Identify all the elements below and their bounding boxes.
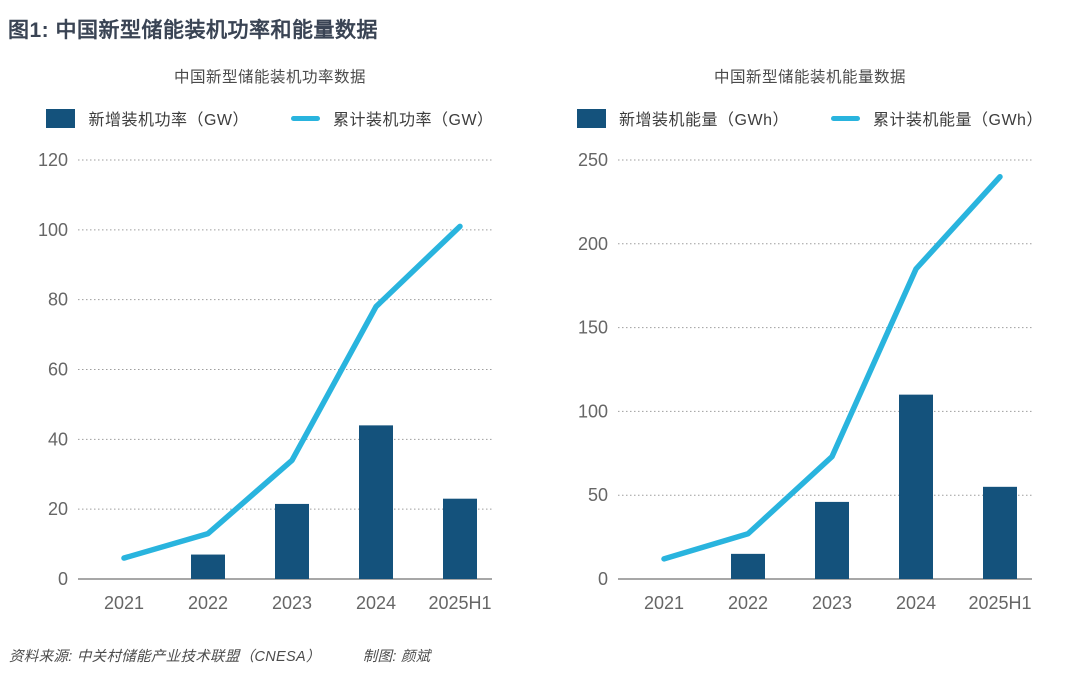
credit-text: 制图: 颜斌	[362, 649, 431, 665]
svg-text:2023: 2023	[272, 593, 312, 613]
power-chart-plot: 0 20 40 60 80 100 120 2021 2022 2023 2024 2025H1	[0, 135, 540, 625]
line-swatch-icon	[291, 115, 320, 121]
svg-text:2025H1: 2025H1	[428, 593, 491, 613]
page-title: 图1: 中国新型储能装机功率和能量数据	[8, 19, 379, 42]
line-swatch-icon	[831, 115, 860, 121]
power-chart-title: 中国新型储能装机功率数据	[173, 69, 366, 86]
energy-chart-plot: 0 50 100 150 200 250 2021 2022 2023 2024 2025H1	[540, 135, 1080, 625]
power-chart-svg: 0 20 40 60 80 100 120 2021 2022 2023 2024 2025H1	[38, 150, 492, 613]
svg-text:2023: 2023	[812, 593, 852, 613]
legend-label: 累计装机能量（GWh）	[873, 112, 1043, 129]
svg-text:200: 200	[578, 234, 608, 254]
svg-text:2024: 2024	[896, 593, 936, 613]
svg-text:150: 150	[578, 318, 608, 338]
svg-text:0: 0	[58, 569, 68, 589]
svg-text:40: 40	[48, 429, 68, 449]
svg-text:2022: 2022	[188, 593, 228, 613]
svg-text:80: 80	[48, 290, 68, 310]
source-text: 资料来源: 中关村储能产业技术联盟（CNESA）	[9, 649, 321, 665]
svg-text:20: 20	[48, 499, 68, 519]
svg-text:50: 50	[588, 485, 608, 505]
svg-text:60: 60	[48, 360, 68, 380]
power-chart-panel: 中国新型储能装机功率数据 新增装机功率（GW） 累计装机功率（GW） 0 20 40…	[0, 55, 540, 625]
energy-chart-svg: 0 50 100 150 200 250 2021 2022 2023 2024 2025H1	[578, 150, 1032, 613]
bar-swatch-icon	[46, 108, 76, 128]
bar-swatch-icon	[577, 108, 607, 128]
svg-text:2021: 2021	[104, 593, 144, 613]
svg-text:120: 120	[38, 150, 68, 170]
charts-row: 中国新型储能装机功率数据 新增装机功率（GW） 累计装机功率（GW） 0 20 40…	[0, 55, 1080, 625]
legend-item-new-power: 新增装机功率（GW）	[46, 106, 249, 130]
energy-chart-panel: 中国新型储能装机能量数据 新增装机能量（GWh） 累计装机能量（GWh） 0 50…	[540, 55, 1080, 625]
svg-text:2024: 2024	[356, 593, 396, 613]
legend-item-cumulative-power: 累计装机功率（GW）	[291, 106, 494, 130]
legend-item-cumulative-energy: 累计装机能量（GWh）	[831, 106, 1043, 130]
svg-text:2021: 2021	[644, 593, 684, 613]
svg-text:2022: 2022	[728, 593, 768, 613]
legend-item-new-energy: 新增装机能量（GWh）	[577, 106, 789, 130]
svg-text:0: 0	[598, 569, 608, 589]
svg-text:100: 100	[578, 401, 608, 421]
svg-text:2025H1: 2025H1	[968, 593, 1031, 613]
svg-text:100: 100	[38, 220, 68, 240]
legend-label: 新增装机能量（GWh）	[619, 112, 789, 129]
source-note: 资料来源: 中关村储能产业技术联盟（CNESA） 制图: 颜斌	[9, 645, 431, 666]
energy-chart-legend: 新增装机能量（GWh） 累计装机能量（GWh）	[540, 106, 1080, 130]
svg-text:250: 250	[578, 150, 608, 170]
power-chart-legend: 新增装机功率（GW） 累计装机功率（GW）	[0, 106, 540, 130]
energy-chart-title: 中国新型储能装机能量数据	[713, 69, 906, 86]
legend-label: 新增装机功率（GW）	[88, 112, 249, 129]
legend-label: 累计装机功率（GW）	[333, 112, 494, 129]
